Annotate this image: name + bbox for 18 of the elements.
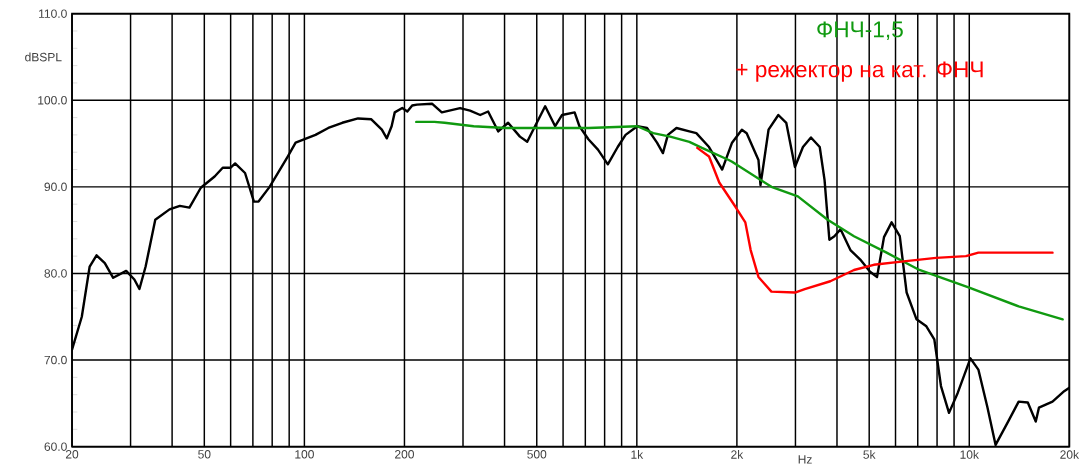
x-tick-label: 1k — [631, 450, 644, 459]
x-tick-label: 500 — [527, 450, 547, 459]
y-tick-label: 60.0 — [44, 442, 67, 451]
y-tick-label: 100.0 — [38, 96, 67, 105]
x-tick-label: 200 — [395, 450, 414, 459]
x-tick-label: 100 — [295, 450, 314, 459]
x-tick-label: 10k — [960, 450, 979, 459]
y-tick-label: 90.0 — [44, 182, 67, 192]
x-tick-label: 2k — [731, 450, 744, 459]
x-tick-label: 5k — [863, 450, 876, 459]
y-tick-label: 80.0 — [44, 269, 67, 278]
x-tick-label: 20k — [1060, 450, 1080, 459]
x-tick-label: 50 — [198, 450, 211, 459]
x-tick-label: 20 — [65, 450, 79, 459]
y-tick-label: 110.0 — [39, 9, 67, 18]
y-axis-title: dBSPL — [25, 52, 62, 62]
y-tick-label: 70.0 — [44, 355, 67, 365]
x-axis-title: Hz — [798, 455, 812, 464]
